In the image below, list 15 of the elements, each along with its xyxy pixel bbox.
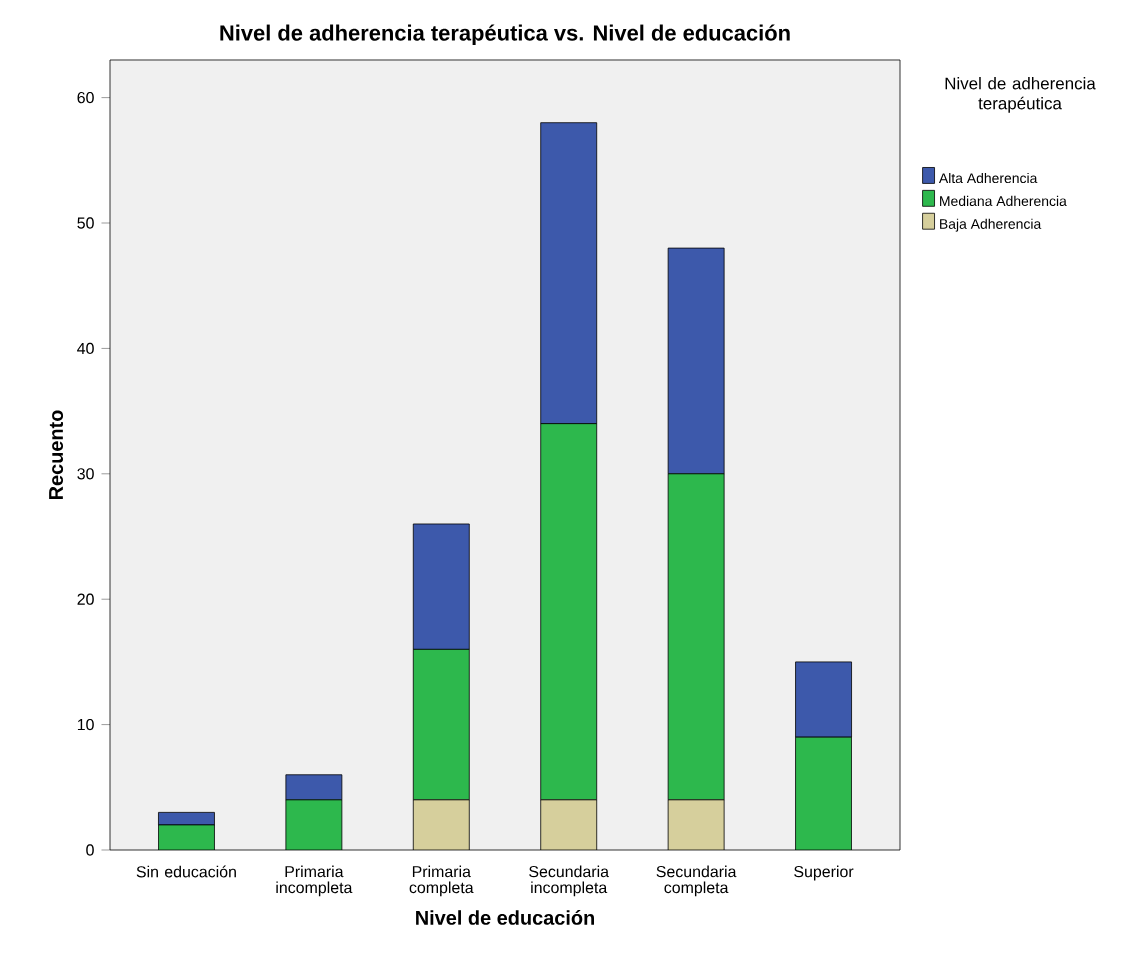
chart-title: Nivel de adherencia terapéutica vs. Nivel de educación [220, 24, 790, 45]
x-axis-title: Nivel de educación [416, 910, 594, 925]
bar [285, 774, 343, 801]
legend-title: Nivel de adherencia terapéutica [945, 77, 1096, 113]
bar [540, 423, 598, 801]
y-axis-title: Recuento [49, 410, 64, 500]
bar [667, 473, 725, 801]
bar [285, 799, 343, 850]
bar [667, 799, 725, 850]
bar [158, 824, 215, 850]
bar [412, 523, 470, 650]
bar [412, 799, 470, 850]
bar [540, 799, 598, 850]
bar [795, 736, 852, 850]
bar [412, 648, 470, 801]
